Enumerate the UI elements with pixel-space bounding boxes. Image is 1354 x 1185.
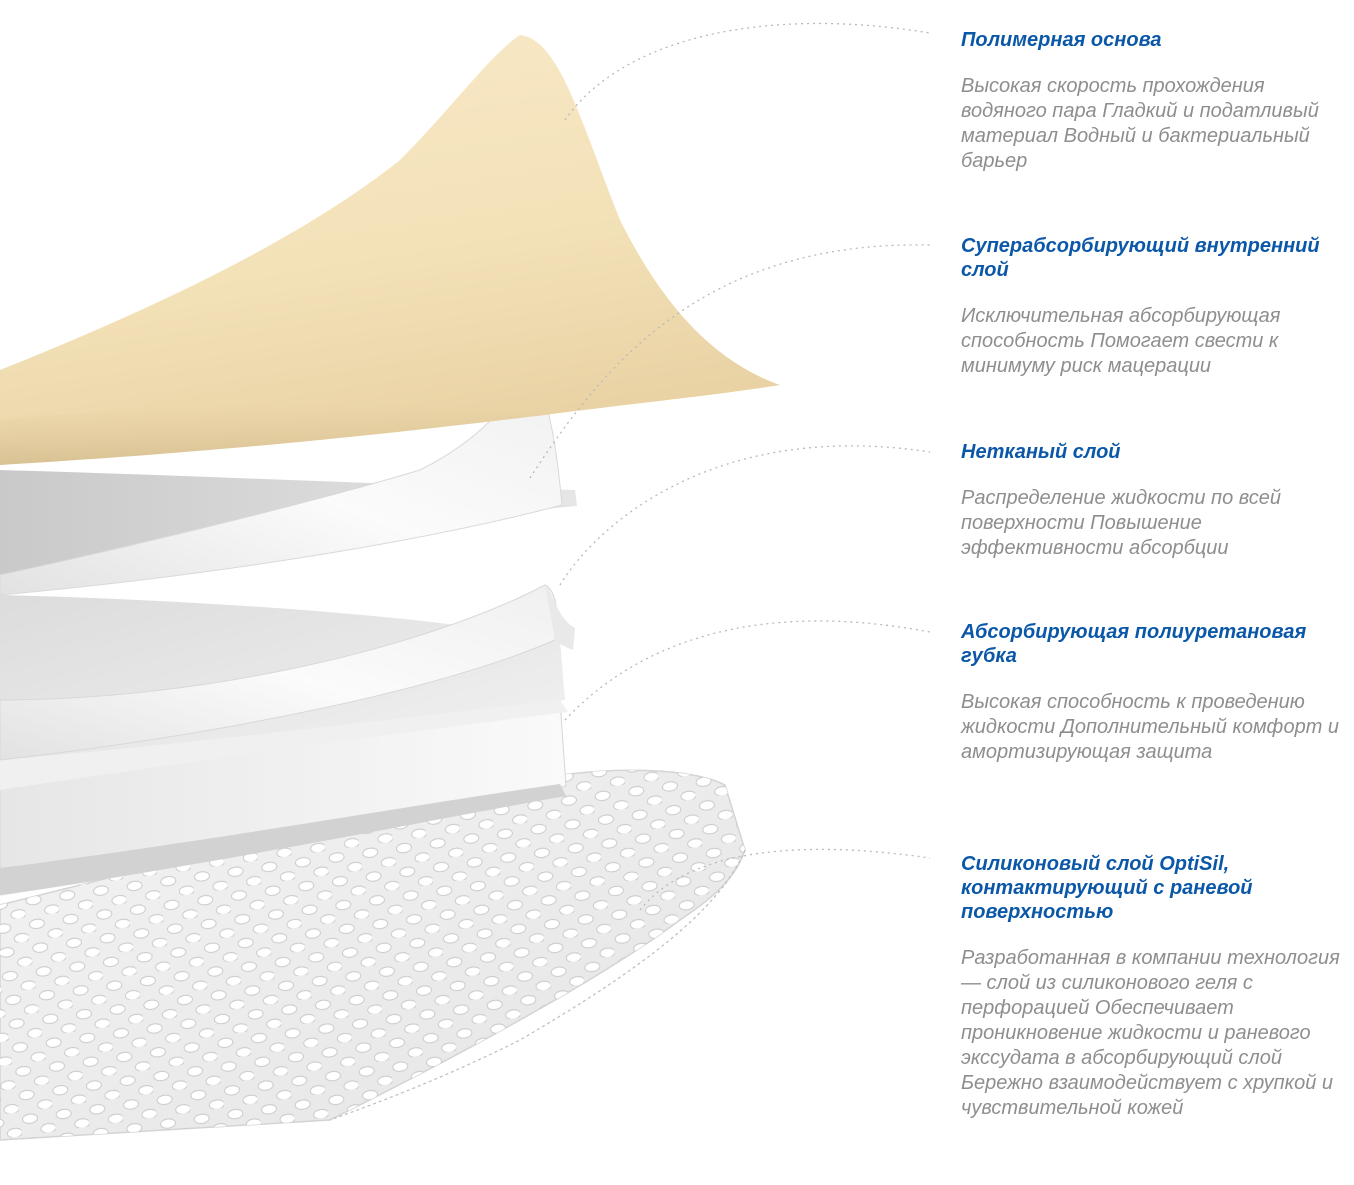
leader-line-1 [564,22,931,121]
leader-line-2 [529,244,931,479]
layer-title: Нетканый слой [961,441,1121,463]
layer-description: Разработанная в компании технология — сл… [961,947,1340,1119]
superabsorbent-layer [0,367,577,596]
layer-label-nonwoven: Нетканый слой Распределение жидкости по … [961,440,1351,561]
layer-description: Распределение жидкости по всей поверхнос… [961,487,1281,559]
layer-label-polymer-backing: Полимерная основа Высокая скорость прохо… [961,28,1351,174]
layer-title: Силиконовый слой OptiSil, контактирующий… [961,853,1253,923]
layer-description: Высокая скорость прохождения водяного па… [961,75,1319,172]
layer-label-silicone: Силиконовый слой OptiSil, контактирующий… [961,852,1351,1121]
leader-line-5 [639,848,931,911]
layer-label-superabsorbent: Суперабсорбирующий внутренний слой Исклю… [961,234,1351,379]
leader-line-3 [559,445,931,586]
layer-label-pu-foam: Абсорбирующая полиуретановая губка Высок… [961,620,1351,765]
layer-description: Исключительная абсорбирующая способность… [961,305,1281,377]
leader-line-4 [564,620,931,721]
layer-title: Абсорбирующая полиуретановая губка [961,621,1307,667]
backing-film-layer [0,35,780,465]
nonwoven-layer [0,584,575,761]
foam-layer [0,699,568,896]
layer-description: Высокая способность к проведению жидкост… [961,691,1340,763]
leader-lines [529,22,931,911]
layer-title: Полимерная основа [961,29,1162,51]
layer-title: Суперабсорбирующий внутренний слой [961,235,1320,281]
